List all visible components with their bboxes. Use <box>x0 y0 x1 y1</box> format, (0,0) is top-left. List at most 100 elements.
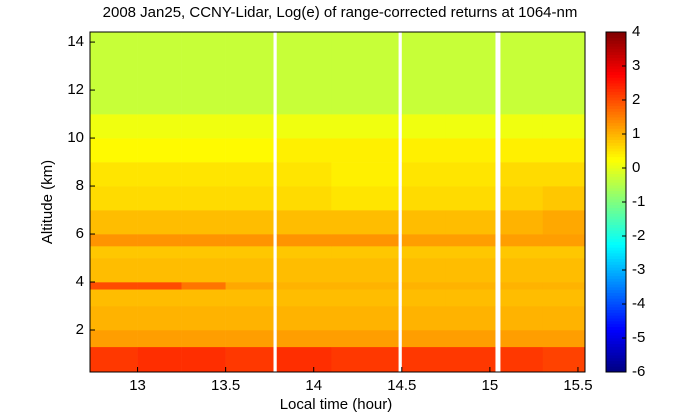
heatmap-cell <box>137 186 182 211</box>
colorbar-segment <box>606 227 626 231</box>
heatmap-cell <box>445 234 496 247</box>
colorbar-segment <box>606 114 626 118</box>
colorbar-segment <box>606 43 626 47</box>
heatmap-cell <box>225 234 274 247</box>
heatmap-cell <box>276 162 332 187</box>
colorbar-segment <box>606 179 626 183</box>
heatmap-cell <box>90 32 138 115</box>
colorbar-segment <box>606 168 626 172</box>
colorbar-segment <box>606 210 626 214</box>
heatmap-cell <box>401 186 447 211</box>
colorbar-segment <box>606 204 626 209</box>
colorbar-segment <box>606 312 626 316</box>
heatmap-cell <box>401 258 447 283</box>
heatmap-cell <box>225 114 274 139</box>
heatmap-cell <box>225 306 274 331</box>
colorbar-segment <box>606 199 626 203</box>
heatmap-cell <box>137 289 182 307</box>
heatmap-cell <box>137 246 182 259</box>
x-axis-label: Local time (hour) <box>280 396 393 413</box>
heatmap-cell <box>401 162 447 187</box>
colorbar-segment <box>606 100 626 104</box>
heatmap-cell <box>542 306 586 331</box>
heatmap-cell <box>225 162 274 187</box>
colorbar-segment <box>606 66 626 70</box>
colorbar-segment <box>606 289 626 294</box>
heatmap-cell <box>276 186 332 211</box>
colorbar-segment <box>606 272 626 277</box>
heatmap-cell <box>225 346 274 373</box>
colorbar-segment <box>606 187 626 192</box>
heatmap-cell <box>500 138 544 163</box>
heatmap-cell <box>542 186 586 211</box>
y-tick-label: 8 <box>76 177 84 194</box>
colorbar-segment <box>606 193 626 197</box>
heatmap-cell <box>181 186 226 211</box>
colorbar-segment <box>606 145 626 149</box>
colorbar-segment <box>606 125 626 129</box>
heatmap-cell <box>500 258 544 283</box>
heatmap-cell <box>500 114 544 139</box>
colorbar-segment <box>606 369 626 373</box>
heatmap-cell <box>181 306 226 331</box>
colorbar-segment <box>606 77 626 81</box>
colorbar-segment <box>606 236 626 240</box>
colorbar-segment <box>606 57 626 61</box>
heatmap-cell <box>276 346 332 373</box>
heatmap-cell <box>90 162 138 187</box>
heatmap-cell <box>181 114 226 139</box>
x-tick-label: 14.5 <box>387 377 416 394</box>
heatmap-cell <box>90 246 138 259</box>
colorbar-segment <box>606 321 626 325</box>
colorbar-tick-label: 3 <box>632 57 640 74</box>
heatmap-cell <box>445 258 496 283</box>
colorbar-segment <box>606 241 626 245</box>
heatmap-cell <box>90 306 138 331</box>
colorbar-segment <box>606 74 626 78</box>
heatmap-cell <box>276 210 332 235</box>
heatmap-cell <box>225 138 274 163</box>
colorbar-segment <box>606 60 626 64</box>
colorbar-segment <box>606 357 626 362</box>
heatmap-cell <box>90 234 138 247</box>
heatmap-cell <box>401 282 447 290</box>
colorbar-segment <box>606 108 626 112</box>
heatmap-cell <box>445 32 496 115</box>
x-tick-label: 13.5 <box>211 377 240 394</box>
colorbar-tick-label: 0 <box>632 159 640 176</box>
heatmap-cell <box>225 246 274 259</box>
heatmap-cell <box>500 330 544 348</box>
colorbar-tick-label: 4 <box>632 23 640 40</box>
plot-frame <box>89 31 586 373</box>
heatmap-cell <box>90 138 138 163</box>
colorbar-segment <box>606 162 626 166</box>
y-tick-label: 2 <box>76 321 84 338</box>
colorbar-segment <box>606 196 626 200</box>
heatmap-cell <box>181 282 226 290</box>
colorbar-segment <box>606 221 626 226</box>
colorbar-tick-label: -2 <box>632 227 645 244</box>
colorbar-segment <box>606 182 626 186</box>
heatmap-cell <box>542 210 586 235</box>
heatmap-cell <box>331 234 399 247</box>
heatmap-cell <box>137 162 182 187</box>
colorbar-segment <box>606 68 626 73</box>
heatmap-cell <box>90 282 138 290</box>
heatmap-cell <box>445 330 496 348</box>
colorbar-tick-label: 1 <box>632 125 640 142</box>
colorbar-tick-label: -5 <box>632 329 645 346</box>
heatmap-cell <box>181 234 226 247</box>
heatmap-cell <box>331 306 399 331</box>
colorbar-segment <box>606 281 626 285</box>
colorbar-segment <box>606 261 626 265</box>
heatmap-cell <box>90 114 138 139</box>
heatmap-cell <box>401 210 447 235</box>
heatmap-cell <box>331 32 399 115</box>
heatmap-cell <box>181 162 226 187</box>
heatmap-cell <box>331 282 399 290</box>
heatmap-cell <box>331 114 399 139</box>
heatmap-cell <box>542 258 586 283</box>
colorbar-segment <box>606 309 626 313</box>
heatmap-cell <box>445 210 496 235</box>
